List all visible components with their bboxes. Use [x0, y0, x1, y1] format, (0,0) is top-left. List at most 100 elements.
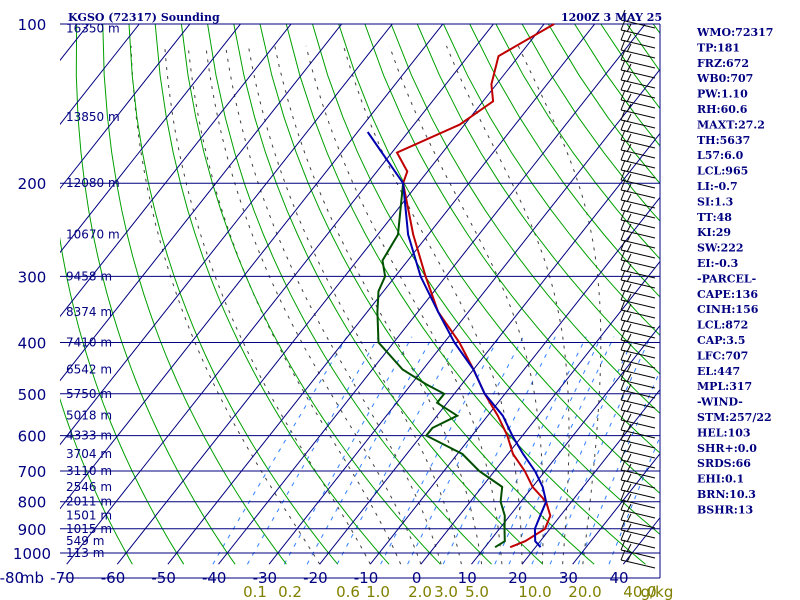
wind-barb-flag	[621, 380, 625, 390]
wind-barb-flag	[627, 424, 631, 432]
wind-barb-staff	[621, 540, 655, 548]
height-label: 2011 m	[66, 495, 112, 509]
index-item: BRN:10.3	[697, 488, 756, 501]
wind-barb-staff	[621, 320, 655, 328]
dry-adiabat-line	[181, 24, 440, 564]
wind-barb-flag	[627, 244, 631, 252]
moist-adiabat-line	[165, 46, 371, 564]
wind-barb-flag	[627, 214, 631, 222]
wind-barb-flag	[627, 394, 631, 402]
mixing-ratio-label: 3.0	[434, 583, 458, 600]
pressure-label: 200	[18, 175, 47, 193]
skewt-chart: 1002003004005006007008009001000mb16350 m…	[0, 0, 800, 600]
wind-barb-staff	[621, 80, 655, 88]
wind-barb-flag	[621, 30, 625, 40]
wind-barb-flag	[627, 254, 631, 262]
wind-barb-staff	[621, 210, 655, 218]
wind-barb-flag	[621, 550, 625, 560]
mixing-ratio-label: 0.6	[336, 583, 360, 600]
height-label: 113 m	[66, 546, 104, 560]
mixing-ratio-line	[578, 337, 675, 565]
index-item: MAXT:27.2	[697, 118, 765, 131]
wind-barb-flag	[627, 134, 631, 142]
wind-barb-flag	[627, 384, 631, 392]
pressure-label: 500	[18, 386, 47, 404]
wind-barb-flag	[621, 70, 625, 80]
isotherm-line	[0, 12, 351, 564]
mixing-ratio-label: 20.0	[568, 583, 601, 600]
wind-barb-staff	[621, 50, 655, 58]
dry-adiabat-line	[758, 24, 800, 564]
wind-barb-flag	[621, 220, 625, 230]
height-label: 3110 m	[66, 464, 112, 478]
wind-barb-flag	[621, 60, 625, 70]
wind-barb-flag	[621, 100, 625, 110]
wind-barb-flag	[621, 80, 625, 90]
wind-barb-flag	[621, 40, 625, 50]
dry-adiabat-line	[522, 24, 800, 564]
mixing-ratio-label: 0.1	[243, 583, 267, 600]
wind-barb-flag	[627, 224, 631, 232]
height-label: 12080 m	[66, 176, 120, 190]
background-layers	[0, 12, 800, 578]
wind-barb-flag	[627, 324, 631, 332]
wind-barb-flag	[621, 140, 625, 150]
wind-barb-flag	[627, 304, 631, 312]
mixing-ratio-label: 5.0	[465, 583, 489, 600]
temperature-tick-label: -70	[50, 569, 75, 587]
temperature-tick-label: -50	[151, 569, 176, 587]
wind-barb-staff	[621, 430, 655, 438]
wind-barb-flag	[621, 240, 625, 250]
wind-barb-flag	[621, 440, 625, 450]
index-item: EL:447	[697, 365, 740, 378]
wind-barb-staff	[621, 180, 655, 188]
wind-barb-flag	[627, 274, 631, 282]
wind-barb-flag	[621, 270, 625, 280]
isotherm-line	[320, 12, 756, 564]
wind-barb-staff	[621, 120, 655, 128]
mixing-ratio-line	[550, 337, 650, 565]
wind-barb-flag	[627, 54, 631, 62]
temperature-tick-label: -40	[202, 569, 227, 587]
mixing-ratio-line	[337, 337, 460, 565]
height-label: 9458 m	[66, 269, 112, 283]
wind-barb-staff	[621, 260, 655, 268]
plot-area	[0, 12, 800, 564]
wind-barb-staff	[621, 560, 655, 568]
height-label: 6542 m	[66, 363, 112, 377]
mixing-ratio-line	[307, 337, 433, 565]
height-label: 4333 m	[66, 429, 112, 443]
wind-barb-flag	[621, 450, 625, 460]
wind-barb-flag	[627, 94, 631, 102]
wind-barb-flag	[627, 314, 631, 322]
index-item: EI:-0.3	[697, 257, 738, 270]
temperature-tick-label: -80	[0, 569, 24, 587]
wind-barb-staff	[621, 220, 655, 228]
wind-barb-staff	[621, 70, 655, 78]
pressure-label: 900	[18, 521, 47, 539]
index-item: LCL:965	[697, 165, 748, 178]
wind-barb-flag	[627, 74, 631, 82]
wind-barb-staff	[621, 230, 655, 238]
dry-adiabat-line	[129, 24, 338, 564]
mixing-ratio-line	[284, 337, 412, 565]
wind-barb-flag	[627, 264, 631, 272]
mixing-ratio-line	[213, 337, 347, 565]
index-item: SHR+:0.0	[697, 442, 757, 455]
wind-barb-flag	[627, 524, 631, 532]
wind-barb-flag	[621, 320, 625, 330]
index-item: SW:222	[697, 242, 744, 255]
wind-barb-flag	[621, 160, 625, 170]
wind-barb-flag	[627, 84, 631, 92]
mixing-ratio-line	[408, 337, 524, 565]
index-item: TT:48	[697, 211, 732, 224]
wind-barb-flag	[627, 114, 631, 122]
index-item: KI:29	[697, 226, 731, 239]
mixing-ratio-label: 2.0	[408, 583, 432, 600]
index-item: EHI:0.1	[697, 473, 744, 486]
mixing-ratio-line	[478, 337, 586, 565]
wind-barb-flag	[621, 400, 625, 410]
wind-barb-flag	[627, 474, 631, 482]
index-item: SI:1.3	[697, 195, 733, 208]
height-label: 2546 m	[66, 480, 112, 494]
